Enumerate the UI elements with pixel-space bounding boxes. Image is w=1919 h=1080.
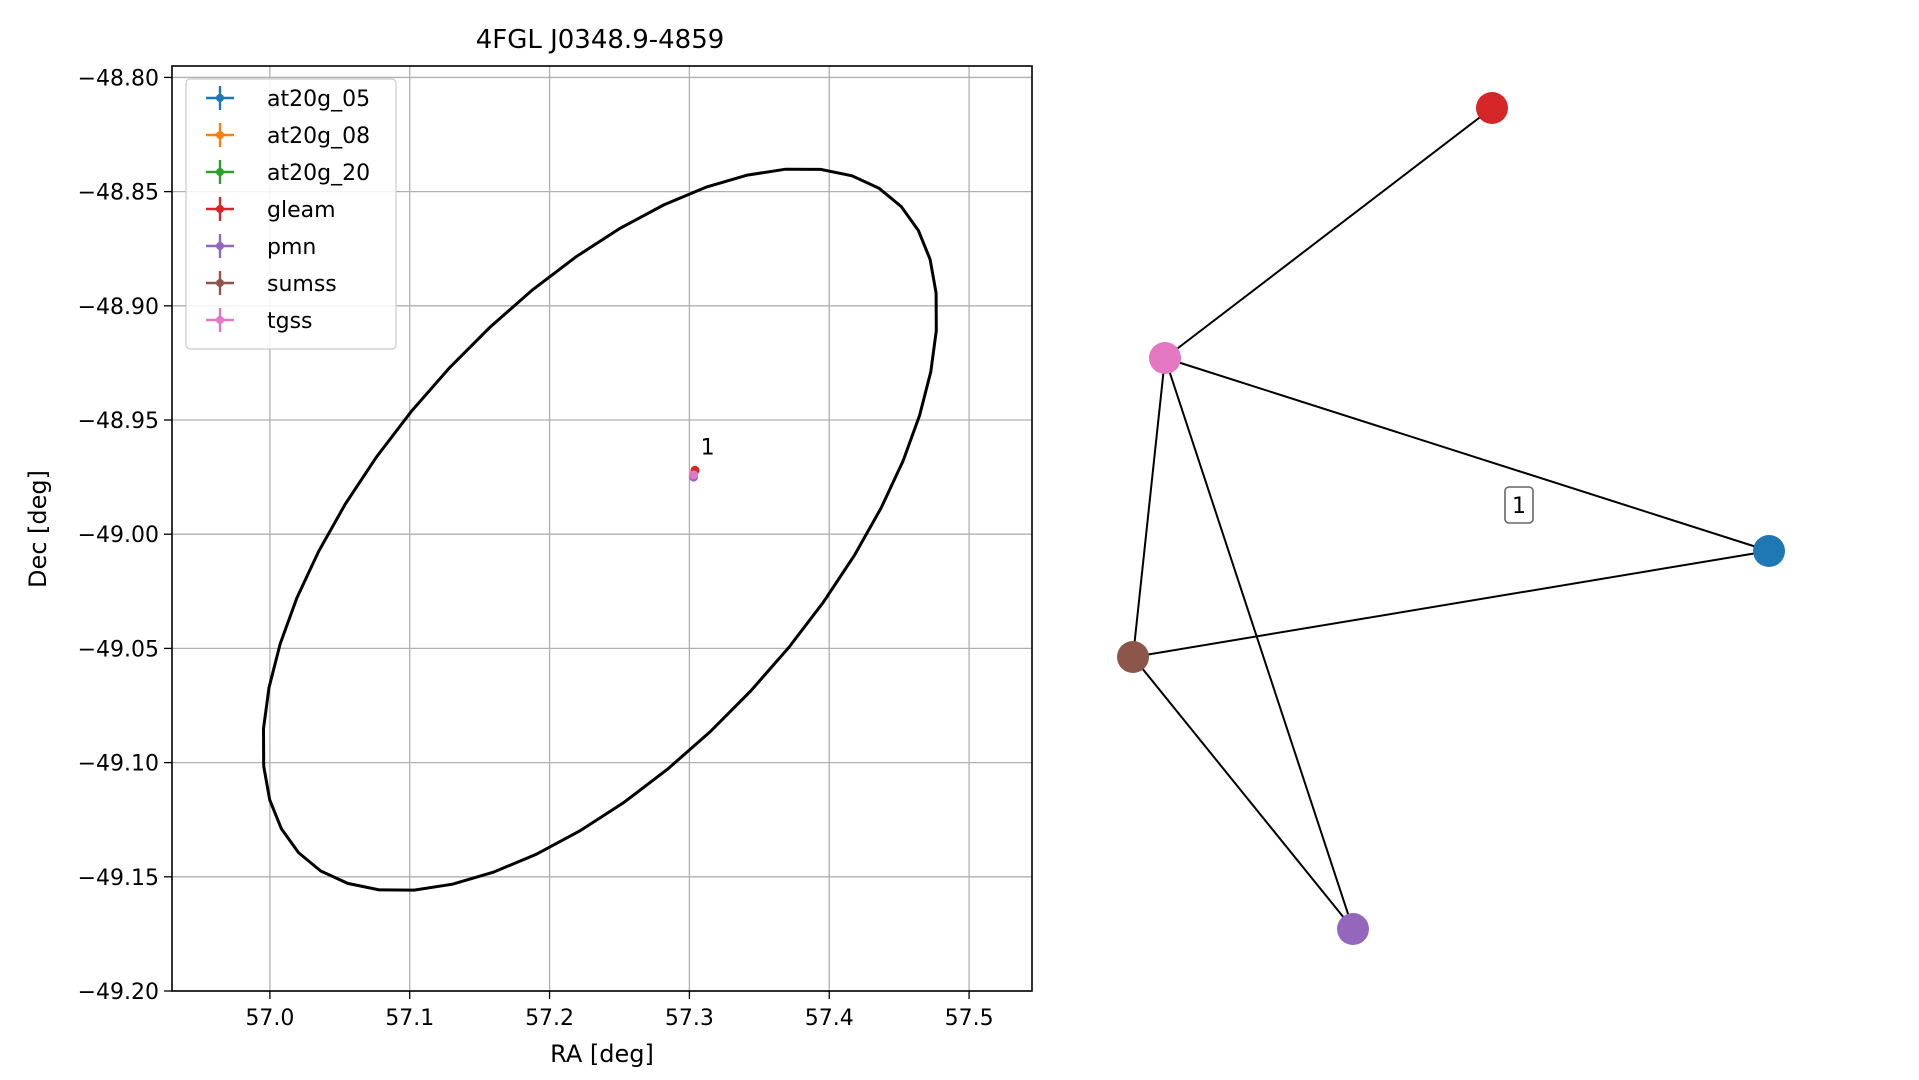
network-node-red [1476, 92, 1508, 124]
y-tick-label: −49.20 [78, 980, 159, 1005]
edge-label-text: 1 [1512, 494, 1526, 519]
y-tick-label: −49.00 [78, 523, 159, 548]
tgss-point [689, 470, 699, 480]
x-tick-label: 57.3 [665, 1006, 714, 1031]
points-layer [689, 465, 700, 482]
network-panel: 1 [1117, 92, 1785, 945]
edge-label-box [1504, 486, 1534, 524]
legend-label: gleam [267, 198, 336, 223]
legend-marker-dot [216, 279, 224, 287]
y-axis-label: Dec [deg] [24, 470, 52, 588]
legend-label: at20g_05 [267, 87, 370, 112]
network-edge-labels: 1 [1504, 486, 1534, 524]
x-axis-label: RA [deg] [550, 1040, 654, 1068]
legend-entry-sumss: sumss [206, 271, 337, 297]
x-tick-label: 57.4 [805, 1006, 854, 1031]
x-tick-label: 57.5 [945, 1006, 994, 1031]
network-node-blue [1753, 535, 1785, 567]
edge-label: 1 [1504, 486, 1534, 524]
y-tick-label: −49.15 [78, 866, 159, 891]
network-edge [1164, 357, 1354, 930]
grid-lines [172, 66, 1032, 992]
legend-marker-dot [216, 168, 224, 176]
legend-marker-dot [216, 131, 224, 139]
network-edge [1164, 107, 1493, 359]
y-tick-label: −48.95 [78, 409, 159, 434]
legend-entry-at20g_05: at20g_05 [206, 86, 370, 112]
network-node-brown [1117, 641, 1149, 673]
y-tick-label: −48.85 [78, 181, 159, 206]
network-node-pink [1149, 342, 1181, 374]
legend-entry-at20g_20: at20g_20 [206, 160, 370, 186]
y-ticks: −48.80 −48.85 −48.90 −48.95 −49.00 −49.05 −49.… [78, 66, 172, 1005]
legend-entry-gleam: gleam [206, 197, 336, 223]
legend-entry-pmn: pmn [206, 234, 316, 260]
network-node-purple [1337, 913, 1369, 945]
legend-label: at20g_20 [267, 161, 370, 186]
legend-label: tgss [267, 309, 313, 334]
y-tick-label: −49.05 [78, 637, 159, 662]
scatter-panel: 4FGL J0348.9-4859 1 57.0 57.1 57.2 57.3 57.4… [24, 25, 1033, 1068]
plot-frame [171, 65, 1033, 992]
legend-label: sumss [267, 272, 337, 297]
network-edges [1132, 107, 1770, 930]
network-nodes [1117, 92, 1785, 945]
legend-entry-tgss: tgss [206, 308, 313, 334]
x-tick-label: 57.0 [245, 1006, 294, 1031]
network-edge [1132, 550, 1770, 658]
x-ticks: 57.0 57.1 57.2 57.3 57.4 57.5 [245, 991, 994, 1031]
legend-marker-dot [216, 316, 224, 324]
y-tick-label: −49.10 [78, 752, 159, 777]
x-tick-label: 57.1 [385, 1006, 434, 1031]
x-tick-label: 57.2 [525, 1006, 574, 1031]
uncertainty-ellipse [261, 167, 938, 892]
y-tick-label: −48.80 [78, 66, 159, 91]
y-tick-label: −48.90 [78, 295, 159, 320]
legend-marker-dot [216, 205, 224, 213]
network-edge [1164, 357, 1770, 552]
network-edge [1132, 656, 1354, 930]
legend-marker-dot [216, 242, 224, 250]
legend-entry-at20g_08: at20g_08 [206, 123, 370, 149]
legend-box [185, 78, 397, 350]
chart-title: 4FGL J0348.9-4859 [476, 25, 725, 55]
annotation-layer: 1 [701, 435, 715, 460]
point-annotation: 1 [701, 435, 715, 460]
network-edge [1132, 357, 1166, 658]
legend-marker-dot [216, 94, 224, 102]
legend-label: pmn [267, 235, 316, 260]
legend-label: at20g_08 [267, 124, 370, 149]
ellipse-layer [261, 167, 938, 892]
